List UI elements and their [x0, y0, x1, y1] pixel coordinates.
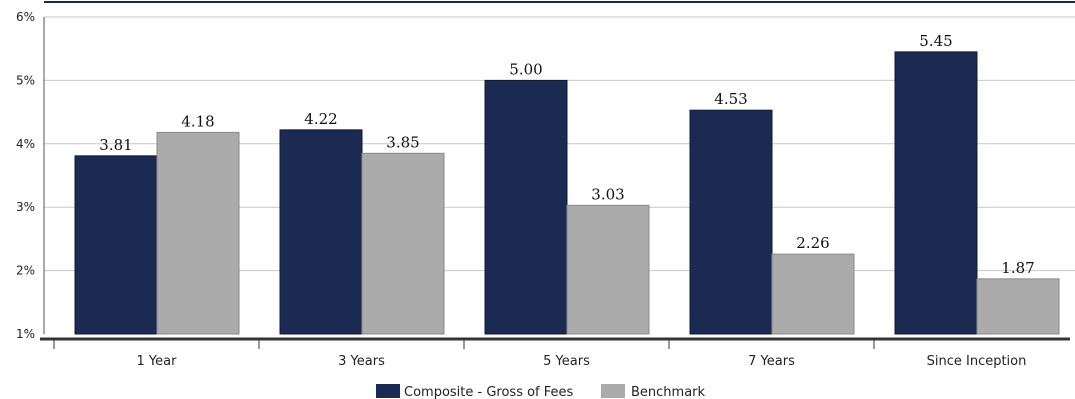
data-label: 3.81	[99, 136, 132, 154]
data-label: 3.03	[591, 185, 624, 203]
legend-swatch-benchmark	[601, 384, 625, 398]
data-label: 4.53	[714, 90, 747, 108]
legend-label: Composite - Gross of Fees	[404, 385, 574, 399]
bar-composite	[485, 80, 567, 334]
bar-composite	[690, 110, 772, 334]
y-tick-label: 1%	[16, 327, 35, 341]
y-tick-label: 6%	[16, 10, 35, 24]
bar-benchmark	[157, 132, 239, 334]
y-tick-label: 2%	[16, 264, 35, 278]
x-tick-label: Since Inception	[927, 354, 1027, 369]
bar-composite	[280, 130, 362, 334]
legend-swatch-composite	[376, 384, 400, 398]
data-label: 4.22	[304, 110, 337, 128]
data-label: 3.85	[386, 133, 419, 151]
x-tick-label: 1 Year	[137, 354, 178, 369]
data-label: 5.45	[919, 32, 952, 50]
bars	[75, 52, 1059, 334]
data-label: 5.00	[509, 60, 542, 78]
legend: Composite - Gross of Fees Benchmark	[376, 384, 706, 399]
bar-benchmark	[362, 153, 444, 334]
x-tick-label: 3 Years	[338, 354, 385, 369]
bar-composite	[895, 52, 977, 334]
data-label: 1.87	[1001, 259, 1034, 277]
x-tick-label: 5 Years	[543, 354, 590, 369]
data-label: 4.18	[181, 112, 214, 130]
y-tick-label: 3%	[16, 200, 35, 214]
x-tick-label: 7 Years	[748, 354, 795, 369]
bar-benchmark	[977, 279, 1059, 334]
y-tick-label: 4%	[16, 137, 35, 151]
bar-benchmark	[772, 254, 854, 334]
data-label: 2.26	[796, 234, 829, 252]
y-tick-label: 5%	[16, 73, 35, 87]
legend-label: Benchmark	[631, 385, 706, 399]
bar-composite	[75, 156, 157, 334]
bar-benchmark	[567, 205, 649, 334]
